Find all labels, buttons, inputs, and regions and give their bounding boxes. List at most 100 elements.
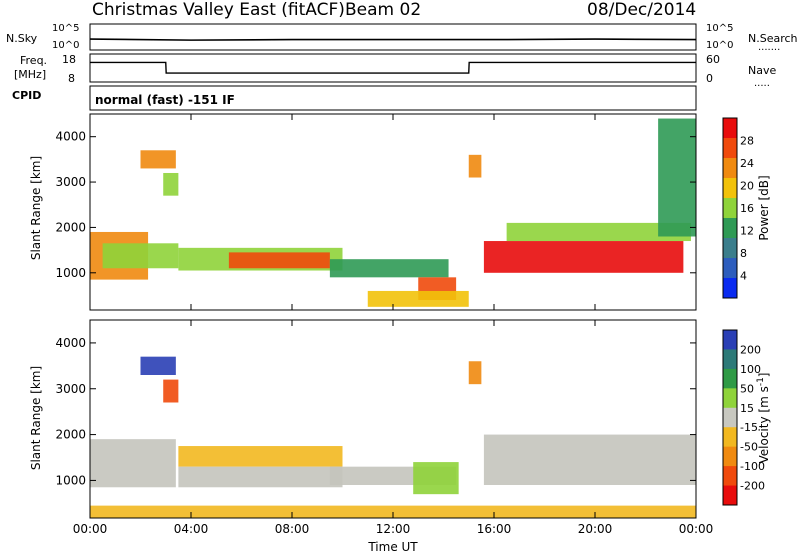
noise-left-tick-bottom: 10^0 xyxy=(52,40,79,51)
scatter-region xyxy=(102,243,179,269)
x-tick-label: 04:00 xyxy=(174,522,209,536)
colorbar-segment xyxy=(723,198,737,219)
y-tick-label: 1000 xyxy=(55,473,86,487)
scatter-region xyxy=(483,434,696,485)
noise-left-label: N.Sky xyxy=(6,32,38,45)
colorbar-segment xyxy=(723,446,737,467)
x-tick-label: 20:00 xyxy=(578,522,613,536)
colorbar-segment xyxy=(723,466,737,487)
colorbar-segment xyxy=(723,258,737,279)
colorbar-segment xyxy=(723,485,737,506)
noise-sky-line xyxy=(89,38,697,41)
colorbar-tick-label: -15 xyxy=(740,421,758,434)
cpid-label: CPID xyxy=(12,89,41,102)
colorbar-tick-label: 24 xyxy=(740,157,754,170)
power-panel: 1000 2000 3000 4000 28 24 20 16 12 8 4 xyxy=(55,113,754,311)
y-tick-label: 2000 xyxy=(55,220,86,234)
x-tick-label: 16:00 xyxy=(477,522,512,536)
scatter-region xyxy=(413,462,459,495)
cpid-panel-frame xyxy=(89,85,697,111)
scatter-region xyxy=(90,505,696,518)
xlabel-time: Time UT xyxy=(367,540,418,554)
colorbar-segment xyxy=(723,118,737,139)
colorbar-segment xyxy=(723,388,737,409)
colorbar-tick-label: 8 xyxy=(740,247,747,260)
velocity-ylabel: Slant Range [km] xyxy=(29,366,43,470)
scatter-region xyxy=(506,222,691,242)
colorbar-tick-label: 100 xyxy=(740,363,761,376)
velocity-panel: 00:00 04:00 08:00 12:00 16:00 20:00 00:00 1000 2… xyxy=(55,319,765,536)
velocity-colorbar-label: Velocity [m s-1] xyxy=(756,373,771,464)
scatter-region xyxy=(90,439,176,488)
freq-label: Freq. xyxy=(20,54,47,67)
colorbar-frame xyxy=(722,117,738,299)
y-tick-label: 1000 xyxy=(55,266,86,280)
colorbar-segment xyxy=(723,178,737,199)
colorbar-segment xyxy=(723,349,737,370)
colorbar-segment xyxy=(723,407,737,428)
scatter-region xyxy=(163,379,179,403)
freq-unit-label: [MHz] xyxy=(14,68,46,81)
x-tick-label: 12:00 xyxy=(376,522,411,536)
plot-background xyxy=(90,320,696,518)
freq-tick-bottom: 8 xyxy=(68,72,75,85)
scatter-region xyxy=(329,259,449,278)
nave-dots: ..... xyxy=(754,78,770,89)
station-title: Christmas Valley East (fitACF) xyxy=(92,0,345,20)
colorbar-tick-label: 28 xyxy=(740,135,754,148)
scatter-region xyxy=(178,466,343,488)
noise-left-tick-top: 10^5 xyxy=(52,23,79,34)
cpid-value: normal (fast) -151 IF xyxy=(95,93,235,107)
y-tick-label: 3000 xyxy=(55,382,86,396)
colorbar-segment xyxy=(723,427,737,448)
freq-series xyxy=(90,61,696,74)
date-label: 08/Dec/2014 xyxy=(587,0,696,20)
colorbar-tick-label: 50 xyxy=(740,382,754,395)
colorbar-segment xyxy=(723,330,737,350)
noise-right-dots: ....... xyxy=(758,42,780,53)
x-tick-label: 00:00 xyxy=(73,522,108,536)
colorbar-segment xyxy=(723,368,737,389)
noise-right-tick-bottom: 10^0 xyxy=(706,40,733,51)
colorbar-tick-label: 16 xyxy=(740,202,754,215)
scatter-region xyxy=(178,446,343,467)
y-tick-label: 4000 xyxy=(55,130,86,144)
scatter-region xyxy=(367,290,469,307)
colorbar-tick-label: -100 xyxy=(740,460,765,473)
scatter-region xyxy=(483,241,684,273)
colorbar-frame xyxy=(722,329,738,506)
colorbar-segment xyxy=(723,158,737,179)
freq-panel-frame xyxy=(89,53,697,83)
power-ylabel: Slant Range [km] xyxy=(29,156,43,260)
beam-label: Beam 02 xyxy=(345,0,421,20)
scatter-region xyxy=(140,356,176,375)
colorbar-tick-label: -200 xyxy=(740,480,765,493)
noise-series xyxy=(89,38,697,41)
plot-background xyxy=(90,114,696,310)
colorbar-segment xyxy=(723,138,737,159)
power-colorbar-label: Power [dB] xyxy=(757,175,771,240)
freq-tick-top: 18 xyxy=(62,53,76,66)
nave-label: Nave xyxy=(748,64,776,77)
colorbar-segment xyxy=(723,278,737,299)
nave-tick-bottom: 0 xyxy=(706,72,713,85)
scatter-region xyxy=(658,118,696,237)
scatter-region xyxy=(163,172,179,196)
noise-panel-frame xyxy=(89,23,697,51)
y-tick-label: 2000 xyxy=(55,428,86,442)
scatter-region xyxy=(468,154,482,178)
nave-tick-top: 60 xyxy=(706,53,720,66)
y-tick-label: 4000 xyxy=(55,336,86,350)
colorbar-tick-label: 20 xyxy=(740,180,754,193)
x-tick-label: 00:00 xyxy=(679,522,714,536)
colorbar-tick-label: -50 xyxy=(740,441,758,454)
scatter-region xyxy=(140,150,176,169)
y-tick-label: 3000 xyxy=(55,175,86,189)
colorbar-tick-label: 4 xyxy=(740,270,747,283)
x-tick-label: 08:00 xyxy=(275,522,310,536)
colorbar-tick-label: 200 xyxy=(740,343,761,356)
colorbar-tick-label: 15 xyxy=(740,402,754,415)
scatter-region xyxy=(468,361,482,385)
freq-line xyxy=(90,61,696,74)
